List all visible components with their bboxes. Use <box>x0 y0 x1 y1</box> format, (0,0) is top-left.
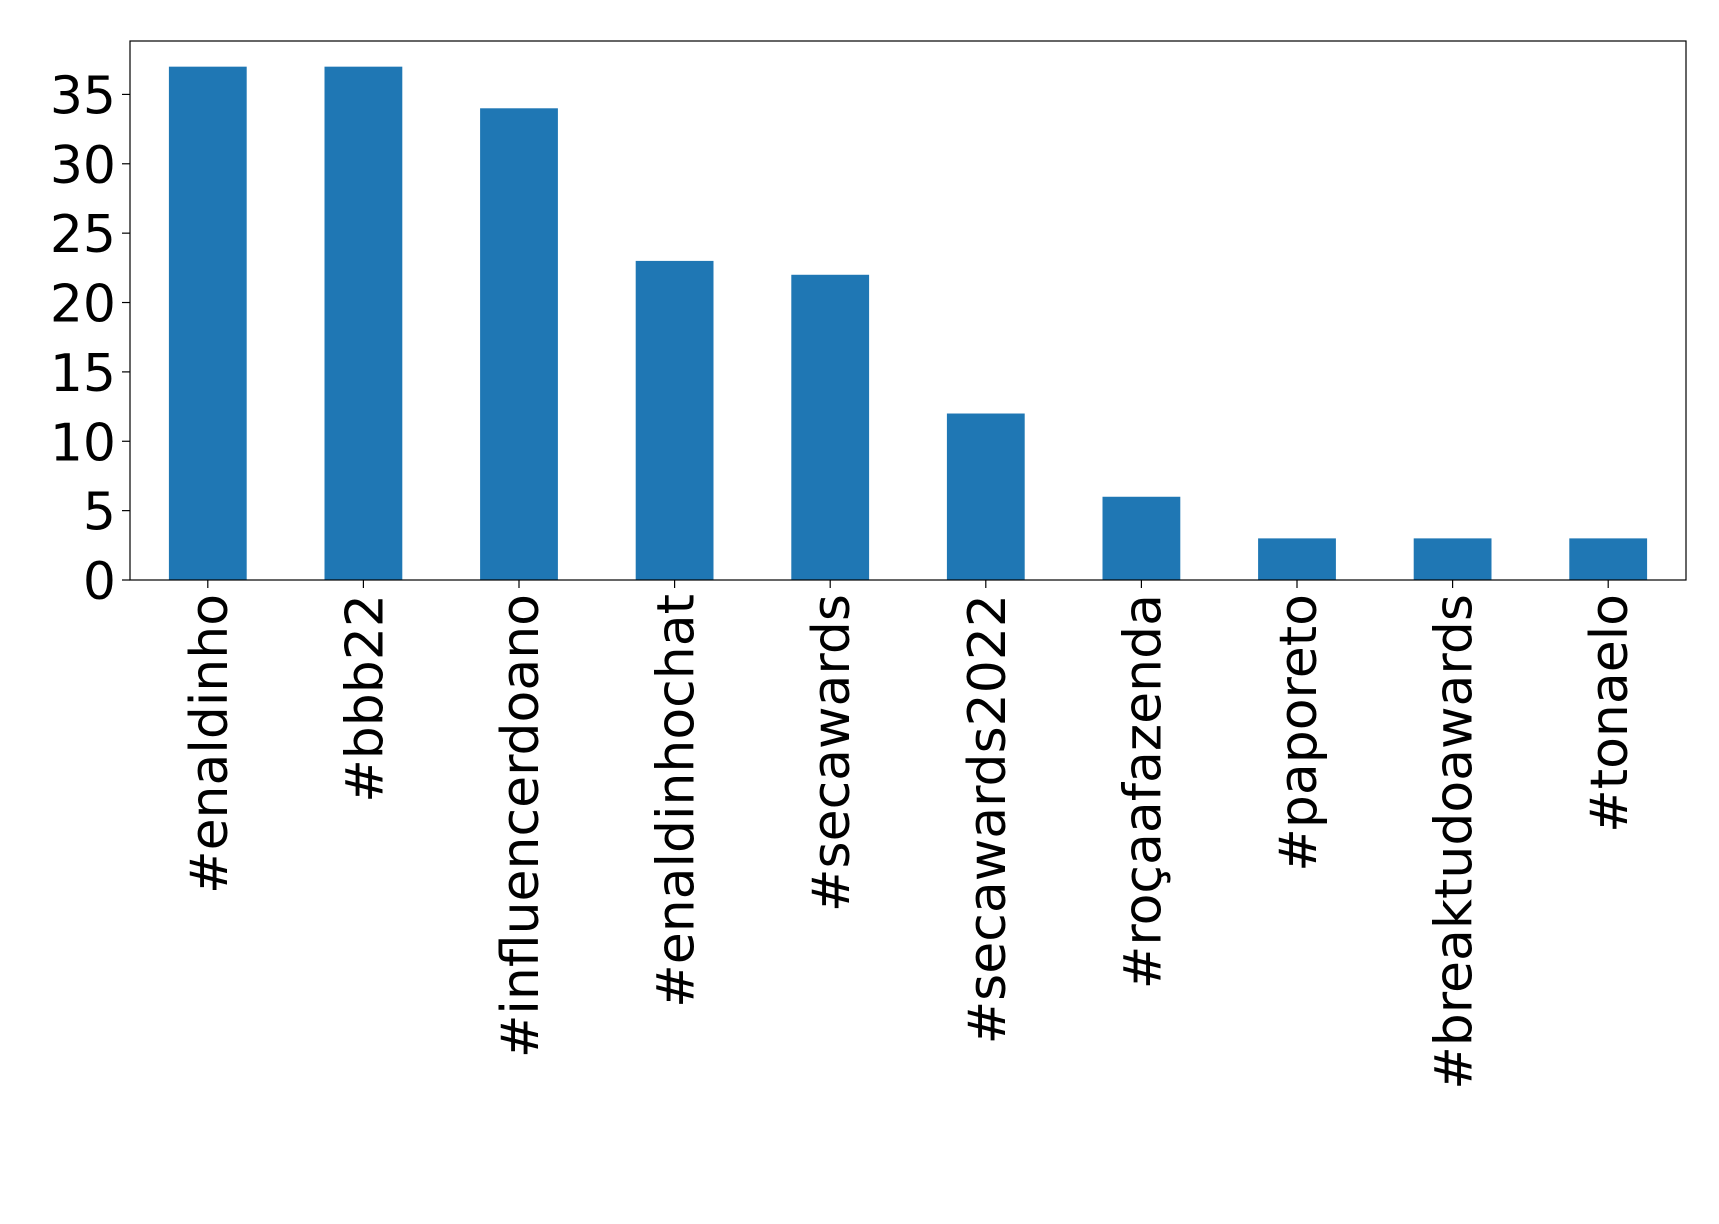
bar <box>168 66 247 580</box>
y-tick-label: 0 <box>83 552 116 612</box>
x-tick-label: #breaktudoawards <box>1425 594 1485 1090</box>
y-tick-label: 5 <box>83 483 116 543</box>
x-tick-label: #roçaafazenda <box>1113 594 1173 989</box>
plot-frame <box>129 40 1687 581</box>
y-tick-label: 15 <box>50 344 116 404</box>
bar <box>946 413 1025 580</box>
bar <box>324 66 403 580</box>
x-tick-label: #influencerdoano <box>491 594 551 1058</box>
x-tick-label: #secawards2022 <box>958 594 1018 1044</box>
y-tick-label: 30 <box>50 136 116 196</box>
y-tick-label: 10 <box>50 413 116 473</box>
x-tick-label: #bbb22 <box>335 594 395 803</box>
y-tick-label: 20 <box>50 275 116 335</box>
bar <box>635 260 714 580</box>
x-tick-label: #tonaelo <box>1580 594 1640 833</box>
x-tick-label: #enaldinhochat <box>647 594 707 1008</box>
bar <box>791 274 870 580</box>
y-tick-label: 25 <box>50 205 116 265</box>
x-tick-label: #enaldinho <box>180 594 240 894</box>
bar <box>1569 538 1648 580</box>
bar <box>1413 538 1492 580</box>
bar <box>480 108 558 580</box>
bar <box>1258 538 1336 580</box>
bar <box>1102 496 1181 580</box>
x-tick-label: #paporeto <box>1269 594 1329 872</box>
x-tick-label: #secawards <box>802 594 862 912</box>
y-tick-label: 35 <box>50 66 116 126</box>
